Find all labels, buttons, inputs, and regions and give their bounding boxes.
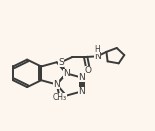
Text: N: N	[78, 87, 85, 96]
Text: H: H	[94, 45, 100, 54]
Text: N: N	[78, 73, 85, 82]
Text: O: O	[85, 66, 92, 75]
Text: N: N	[94, 52, 101, 61]
Text: S: S	[58, 58, 64, 67]
Text: N: N	[53, 80, 60, 89]
Text: N: N	[63, 69, 70, 78]
Text: CH₃: CH₃	[53, 93, 67, 102]
